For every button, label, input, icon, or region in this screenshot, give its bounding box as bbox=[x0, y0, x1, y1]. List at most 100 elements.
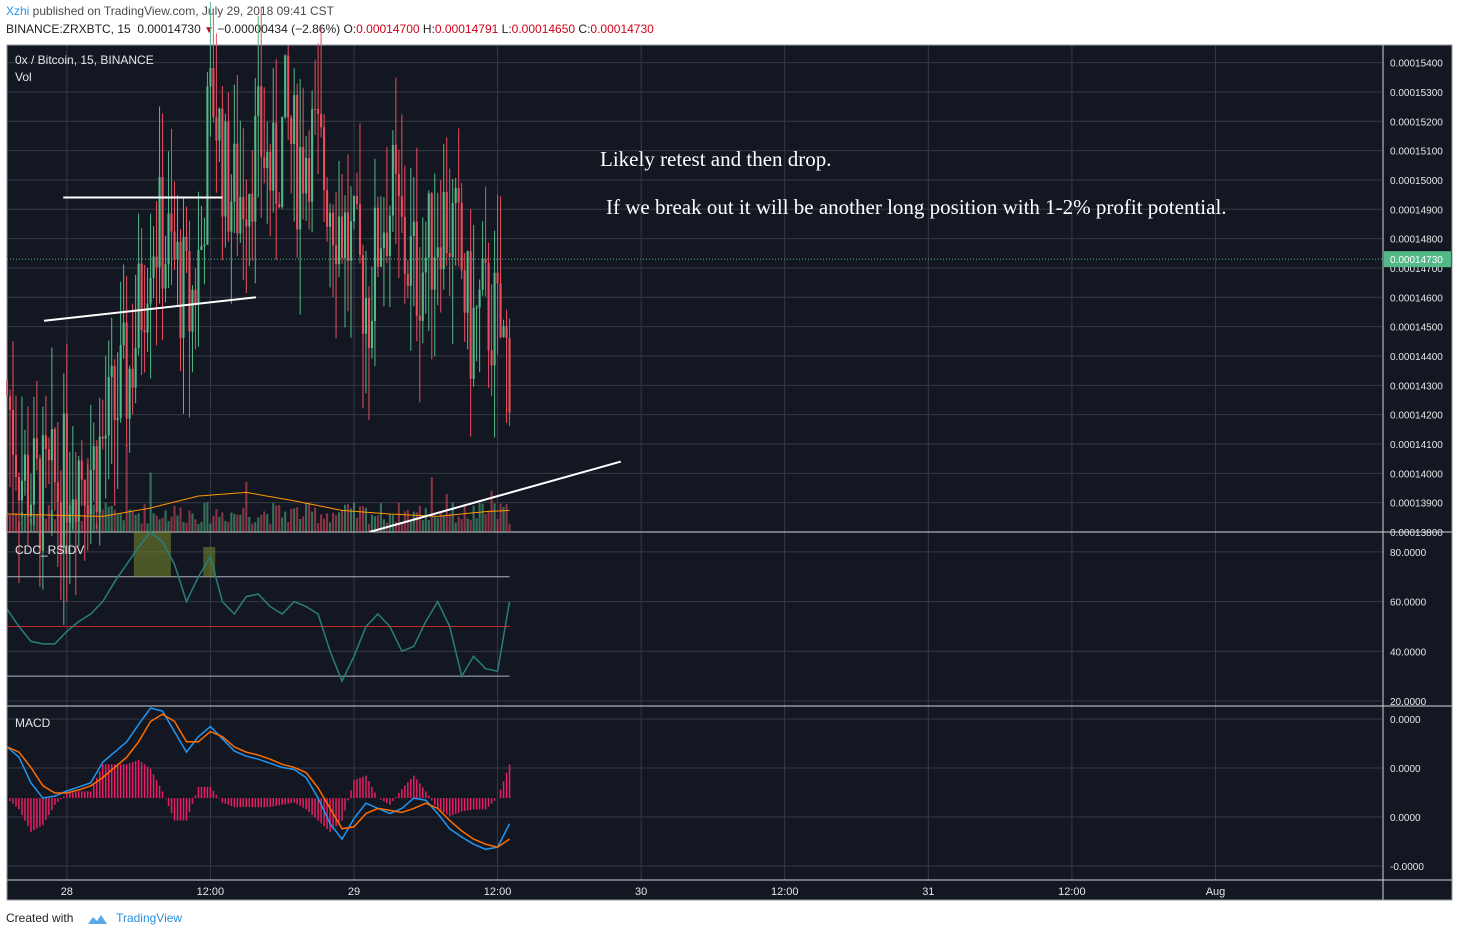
candle-body bbox=[32, 438, 35, 505]
candle-body bbox=[451, 203, 454, 258]
price-tick-label: 0.00015000 bbox=[1390, 176, 1443, 187]
volume-bar bbox=[361, 506, 365, 532]
candle-body bbox=[131, 368, 134, 388]
candle-body bbox=[334, 245, 338, 265]
volume-bar bbox=[230, 512, 233, 532]
volume-bar bbox=[176, 515, 179, 532]
candle-body bbox=[388, 215, 391, 257]
tradingview-logo-icon bbox=[87, 914, 107, 924]
volume-bar bbox=[200, 521, 203, 532]
candle-body bbox=[346, 212, 350, 261]
volume-bar bbox=[20, 511, 24, 532]
volume-bar bbox=[445, 493, 448, 532]
chart-frame bbox=[6, 44, 1453, 901]
candle-body bbox=[173, 231, 176, 260]
candle-body bbox=[457, 188, 460, 203]
candle-body bbox=[218, 108, 221, 141]
volume-bar bbox=[346, 504, 350, 532]
candle-body bbox=[65, 413, 68, 523]
volume-bar bbox=[185, 522, 188, 532]
volume-bar bbox=[493, 503, 496, 532]
candle-body bbox=[68, 514, 71, 523]
volume-bar bbox=[305, 503, 308, 532]
volume-bar bbox=[337, 512, 341, 532]
candle-body bbox=[430, 193, 433, 290]
candle-body bbox=[62, 413, 65, 549]
candle-body bbox=[182, 236, 185, 338]
rsi-overbought-fill bbox=[133, 532, 171, 577]
volume-bar bbox=[188, 510, 191, 532]
candle-body bbox=[364, 298, 368, 334]
candle-body bbox=[92, 446, 95, 470]
symbol-label: BINANCE:ZRXBTC, 15 bbox=[6, 22, 131, 36]
candle-body bbox=[104, 435, 107, 439]
candle-body bbox=[137, 263, 140, 348]
candle-body bbox=[170, 213, 173, 232]
volume-bar bbox=[355, 517, 359, 532]
volume-bar bbox=[334, 515, 338, 532]
down-triangle-icon: ▼ bbox=[204, 25, 215, 36]
time-tick-label: 12:00 bbox=[771, 886, 799, 898]
volume-bar bbox=[332, 512, 335, 532]
volume-bar bbox=[149, 472, 152, 532]
price-axis: 0.00015400 0.00015300 0.00015200 0.00015100… bbox=[1390, 59, 1443, 873]
volume-bar bbox=[140, 523, 143, 532]
candle-body bbox=[200, 246, 203, 250]
grid-lines bbox=[7, 45, 1383, 880]
candle-body bbox=[466, 251, 469, 313]
volume-bar bbox=[469, 519, 472, 532]
candle-body bbox=[41, 435, 44, 551]
candle-body bbox=[95, 446, 98, 513]
candle-body bbox=[445, 191, 448, 254]
candle-body bbox=[134, 347, 137, 388]
volume-bar bbox=[451, 502, 454, 532]
volume-bar bbox=[266, 514, 269, 532]
volume-bar bbox=[269, 523, 272, 532]
candle-body bbox=[14, 454, 18, 478]
tradingview-brand-link[interactable]: TradingView bbox=[116, 911, 183, 925]
candle-body bbox=[433, 257, 436, 290]
author-link[interactable]: Xzhi bbox=[6, 4, 30, 18]
candle-body bbox=[59, 502, 62, 549]
candle-body bbox=[53, 429, 56, 483]
volume-bar bbox=[134, 514, 137, 532]
price-tick-label: 0.00014900 bbox=[1390, 205, 1443, 216]
trend-line bbox=[369, 460, 622, 532]
candle-body bbox=[367, 298, 370, 349]
candle-body bbox=[448, 253, 451, 258]
volume-bar bbox=[23, 514, 26, 532]
price-tick-label: 0.00014400 bbox=[1390, 352, 1443, 363]
volume-bar bbox=[47, 505, 50, 532]
candle-body bbox=[418, 315, 421, 321]
volume-bar bbox=[248, 516, 251, 532]
candle-body bbox=[314, 108, 317, 110]
candle-body bbox=[122, 322, 125, 346]
volume-bar bbox=[287, 521, 290, 532]
volume-bar bbox=[164, 510, 167, 532]
candles bbox=[5, 1, 511, 625]
candle-body bbox=[508, 338, 511, 413]
volume-bar bbox=[421, 520, 424, 532]
volume-bar bbox=[80, 520, 83, 532]
price-tick-label: 0.00014700 bbox=[1390, 264, 1443, 275]
annotation-text-breakout: If we break out it will be another long … bbox=[606, 195, 1227, 219]
drawing-lines bbox=[43, 196, 622, 532]
candle-body bbox=[89, 469, 92, 515]
candle-body bbox=[26, 454, 29, 517]
volume-bar bbox=[122, 520, 125, 532]
candle-body bbox=[409, 236, 412, 286]
candle-body bbox=[340, 216, 344, 258]
volume-bar bbox=[382, 519, 385, 532]
candle-body bbox=[463, 270, 466, 313]
volume-bar bbox=[311, 511, 314, 532]
signal-line bbox=[6, 713, 510, 849]
volume-bar bbox=[460, 519, 463, 532]
time-tick-label: 29 bbox=[348, 886, 360, 898]
rsi-tick-label: 80.0000 bbox=[1390, 548, 1427, 559]
volume-bar bbox=[478, 503, 481, 532]
candle-body bbox=[496, 272, 499, 284]
volume-bar bbox=[487, 510, 490, 532]
volume-bar bbox=[14, 513, 18, 532]
volume-bar bbox=[101, 509, 104, 532]
